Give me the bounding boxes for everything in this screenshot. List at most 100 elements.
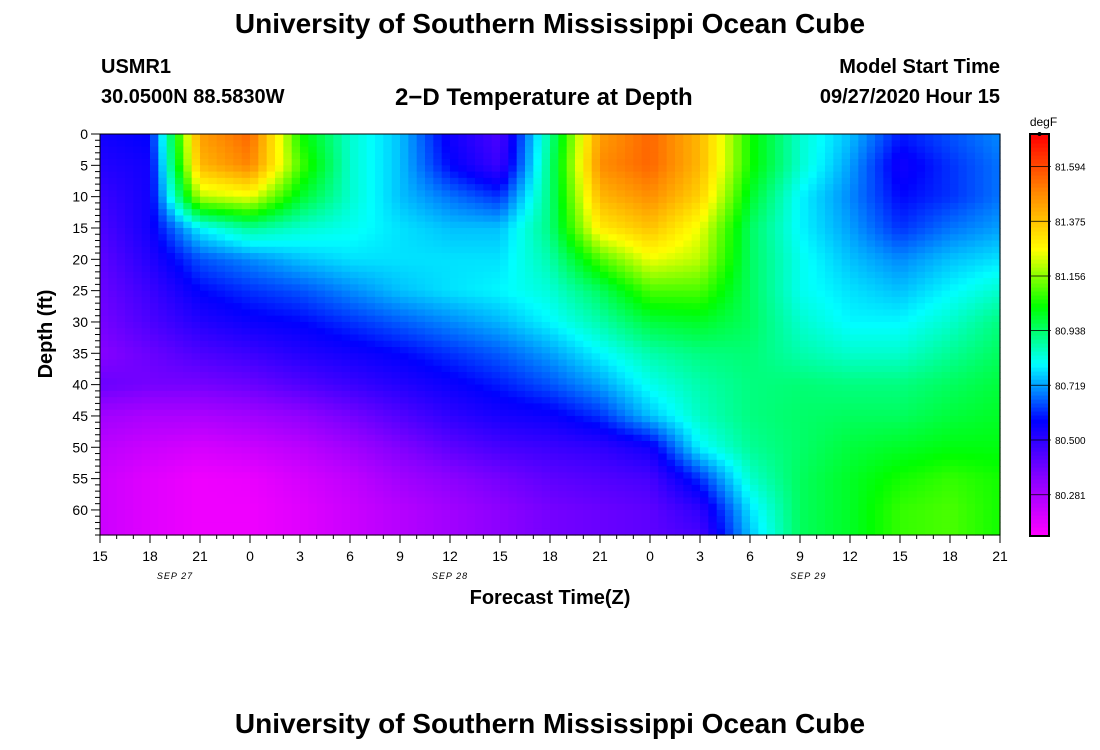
heatmap-cell [733,403,743,411]
heatmap-cell [416,403,426,411]
heatmap-cell [466,403,476,411]
heatmap-cell [275,265,284,273]
heatmap-cell [858,190,868,198]
heatmap-cell [366,184,376,191]
heatmap-cell [900,177,909,185]
heatmap-cell [616,215,626,223]
heatmap-cell [600,372,609,379]
heatmap-cell [391,290,401,298]
heatmap-cell [300,309,309,317]
heatmap-cell [783,278,793,285]
heatmap-cell [716,171,726,179]
heatmap-cell [291,202,301,210]
heatmap-cell [875,202,884,210]
heatmap-cell [333,290,343,298]
heatmap-cell [466,328,476,336]
heatmap-cell [200,347,209,354]
heatmap-cell [341,165,351,173]
heatmap-cell [400,415,409,423]
heatmap-cell [941,227,951,235]
heatmap-cell [450,315,459,323]
heatmap-cell [383,403,393,411]
heatmap-cell [233,253,243,260]
heatmap-cell [108,265,118,273]
heatmap-cell [566,296,576,304]
heatmap-cell [708,253,718,260]
heatmap-cell [525,246,534,254]
heatmap-cell [758,184,768,191]
heatmap-cell [725,353,734,361]
heatmap-cell [383,240,393,248]
heatmap-cell [275,184,284,191]
heatmap-cell [100,403,109,411]
heatmap-cell [116,309,126,317]
heatmap-cell [808,177,818,185]
heatmap-cell [941,240,951,248]
heatmap-cell [891,209,901,217]
heatmap-cell [975,271,984,279]
heatmap-cell [125,409,134,417]
heatmap-cell [150,284,159,292]
heatmap-cell [375,334,384,342]
heatmap-cell [591,397,601,405]
heatmap-cell [575,202,584,210]
heatmap-cell [716,321,726,329]
heatmap-cell [633,165,643,173]
heatmap-cell [983,403,993,411]
heatmap-cell [641,365,651,373]
heatmap-cell [925,221,934,229]
heatmap-cell [716,190,726,198]
heatmap-cell [500,159,509,166]
heatmap-cell [266,372,276,379]
heatmap-cell [433,146,443,154]
heatmap-cell [483,215,493,223]
heatmap-cell [858,196,868,204]
heatmap-cell [608,309,618,317]
heatmap-cell [833,296,843,304]
heatmap-cell [116,140,126,148]
heatmap-cell [958,390,968,398]
heatmap-cell [866,271,876,279]
heatmap-cell [208,390,218,398]
heatmap-cell [475,390,484,398]
heatmap-cell [566,365,576,373]
heatmap-cell [183,359,193,367]
heatmap-cell [166,296,176,304]
heatmap-cell [783,240,793,248]
heatmap-cell [575,353,584,361]
heatmap-cell [750,315,759,323]
heatmap-cell [216,334,226,342]
heatmap-cell [316,140,326,148]
heatmap-cell [766,240,776,248]
heatmap-cell [716,284,726,292]
heatmap-cell [391,359,401,367]
heatmap-cell [133,278,143,285]
heatmap-cell [458,397,468,405]
heatmap-cell [883,227,893,235]
heatmap-cell [100,365,109,373]
heatmap-cell [100,415,109,423]
heatmap-cell [775,334,784,342]
heatmap-cell [541,278,551,285]
heatmap-cell [133,359,143,367]
heatmap-cell [741,227,751,235]
heatmap-cell [508,209,518,217]
heatmap-cell [550,196,559,204]
heatmap-cell [450,328,459,336]
heatmap-cell [591,227,601,235]
heatmap-cell [358,234,368,242]
heatmap-cell [900,271,909,279]
heatmap-cell [816,409,826,417]
heatmap-cell [991,227,1001,235]
heatmap-cell [575,190,584,198]
heatmap-cell [266,152,276,160]
heatmap-cell [491,359,501,367]
heatmap-cell [775,171,784,179]
heatmap-cell [116,165,126,173]
heatmap-cell [800,177,809,185]
heatmap-cell [558,134,568,141]
heatmap-cell [825,215,834,223]
heatmap-cell [100,190,109,198]
heatmap-cell [533,265,543,273]
heatmap-cell [291,334,301,342]
